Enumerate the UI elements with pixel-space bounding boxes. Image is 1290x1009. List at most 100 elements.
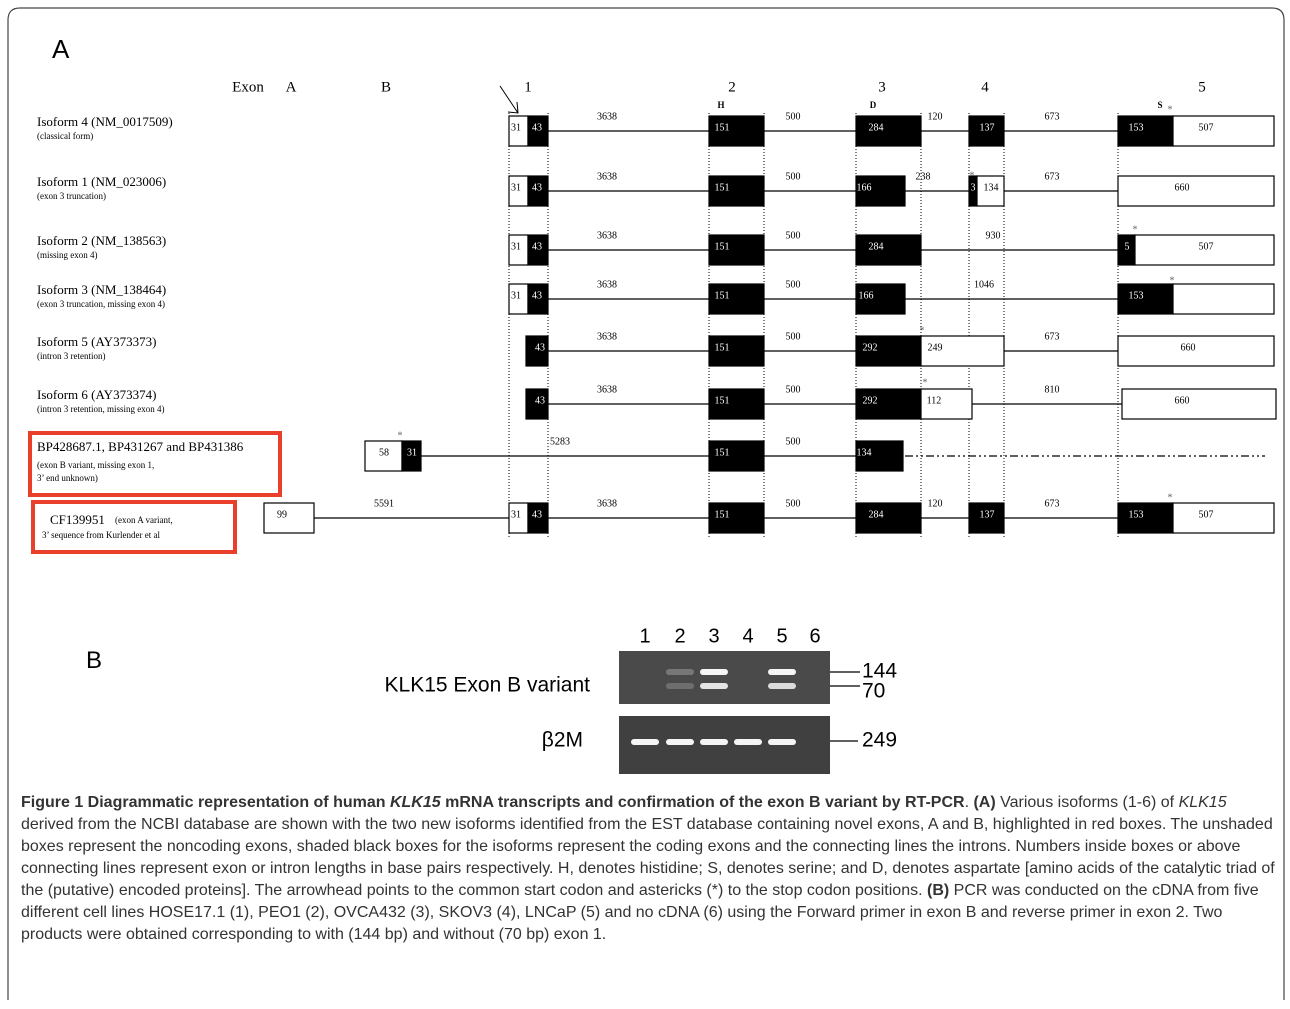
gel-band [700, 669, 728, 675]
exon-length: 153 [1129, 509, 1144, 520]
exon-length: 31 [407, 447, 417, 458]
exon-length: 151 [715, 395, 730, 406]
intron-length: 3638 [597, 498, 617, 509]
exon-length: 58 [379, 447, 389, 458]
exon-box [855, 388, 922, 420]
intron-length: 673 [1045, 171, 1060, 182]
intron-length: 3638 [597, 111, 617, 122]
exon-box [1134, 234, 1275, 266]
exon-length: 284 [869, 509, 884, 520]
intron-length: 1046 [974, 279, 994, 290]
exon-length: 507 [1199, 122, 1214, 133]
isoform-note: (exon 3 truncation) [37, 191, 106, 201]
exon-box [708, 234, 765, 266]
exon-box [527, 283, 549, 315]
gel-band [666, 669, 694, 675]
exon-box [920, 335, 1005, 367]
gel-band [631, 739, 659, 745]
exon-length: 134 [857, 447, 872, 458]
caption-text: KLK15 [389, 794, 441, 811]
exon-box [708, 283, 765, 315]
exon-box [1117, 175, 1275, 207]
exon-box [1117, 502, 1174, 534]
exon-box [525, 335, 549, 367]
isoform-name: Isoform 3 (NM_138464) [37, 282, 166, 297]
exon-length: 43 [535, 395, 545, 406]
caption-text: derived from the NCBI database are shown… [21, 816, 1275, 899]
exon-length: 43 [532, 241, 542, 252]
exon-length: 292 [863, 395, 878, 406]
exon-box [855, 502, 922, 534]
exon-length: 112 [927, 395, 942, 406]
intron-length: 120 [928, 111, 943, 122]
intron-length: 500 [786, 384, 801, 395]
exon-header: 3 [878, 79, 886, 95]
exon-box [1172, 502, 1275, 534]
isoform-note: (intron 3 retention, missing exon 4) [37, 404, 164, 414]
exon-length: 284 [869, 241, 884, 252]
intron-length: 3638 [597, 331, 617, 342]
intron-length: 930 [986, 230, 1001, 241]
isoform-name: BP428687.1, BP431267 and BP431386 [37, 439, 244, 454]
stop-marker: * [1170, 275, 1175, 286]
exon-box [401, 440, 422, 472]
exon-box [1121, 388, 1277, 420]
lane-label: 5 [776, 625, 787, 647]
stop-marker: * [923, 377, 928, 388]
exon-length: 31 [511, 241, 521, 252]
exon-box [855, 335, 922, 367]
lane-label: 2 [674, 625, 685, 647]
exon-length: 31 [511, 182, 521, 193]
exon-length: 660 [1175, 395, 1190, 406]
exon-box [968, 502, 1005, 534]
intron-length: 673 [1045, 498, 1060, 509]
exon-box [968, 115, 1005, 147]
exon-length: 43 [532, 290, 542, 301]
gel [619, 651, 830, 704]
exon-box [1117, 115, 1174, 147]
stop-marker: * [970, 170, 975, 181]
exon-length: 660 [1181, 342, 1196, 353]
exon-length: 99 [277, 509, 287, 520]
exon-box [364, 440, 403, 472]
intron-length: 5591 [374, 498, 394, 509]
exon-length: 151 [715, 447, 730, 458]
exon-box [708, 115, 765, 147]
exon-box [708, 440, 765, 472]
caption-text: Various isoforms (1-6) of [995, 794, 1179, 811]
exon-box [855, 440, 904, 472]
intron-length: 500 [786, 230, 801, 241]
isoform-name: Isoform 5 (AY373373) [37, 334, 156, 349]
exon-header: 5 [1198, 79, 1206, 95]
isoform-name: Isoform 2 (NM_138563) [37, 233, 166, 248]
lane-label: 3 [708, 625, 719, 647]
caption-text: (A) [973, 794, 996, 811]
start-arrow [499, 85, 519, 114]
gel-band [700, 683, 728, 689]
lane-label: 6 [809, 625, 820, 647]
exon-length: 166 [859, 290, 874, 301]
exon-header: 4 [981, 79, 989, 95]
exon-header: B [381, 79, 391, 95]
intron-length: 500 [786, 436, 801, 447]
exon-length: 151 [715, 182, 730, 193]
stop-marker: * [398, 430, 403, 441]
exon-length: 43 [535, 342, 545, 353]
isoform-note: (exon B variant, missing exon 1, [37, 460, 154, 470]
intron-length: 3638 [597, 171, 617, 182]
exon-length: 5 [1125, 241, 1130, 252]
intron-length: 3638 [597, 384, 617, 395]
intron-length: 500 [786, 498, 801, 509]
exon-length: 507 [1199, 509, 1214, 520]
exon-length: 43 [532, 509, 542, 520]
exon-length: 507 [1199, 241, 1214, 252]
exon-box [527, 115, 549, 147]
exon-box [527, 502, 549, 534]
isoform-note: (classical form) [37, 131, 93, 141]
exon-length: 151 [715, 122, 730, 133]
size-label: 144 [862, 660, 897, 683]
isoform-note: (missing exon 4) [37, 250, 98, 260]
gel-label: β2M [542, 729, 583, 752]
exon-box [1117, 335, 1275, 367]
exon-box [1117, 283, 1174, 315]
